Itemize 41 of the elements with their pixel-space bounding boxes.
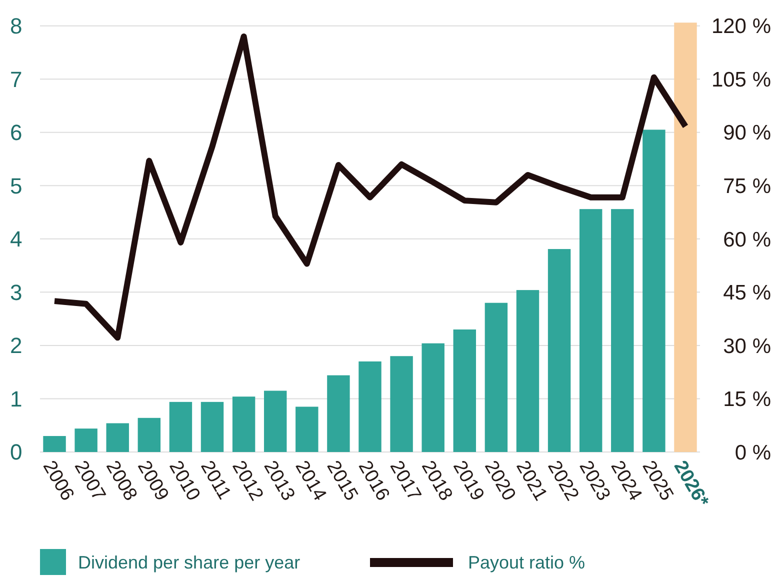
bar (138, 418, 161, 452)
bar (516, 290, 540, 452)
bar (74, 428, 98, 452)
bar (43, 436, 66, 452)
bar (327, 375, 350, 452)
legend-label: Payout ratio % (468, 552, 586, 572)
bar (611, 209, 634, 452)
y-tick-label: 3 (10, 280, 22, 305)
y-tick-label: 2 (10, 333, 22, 358)
y2-tick-label: 15 % (723, 388, 771, 412)
y2-tick-label: 60 % (723, 228, 771, 252)
y2-tick-label: 90 % (723, 122, 771, 145)
bar (296, 406, 318, 452)
y2-tick-label: 105 % (711, 68, 771, 92)
y-tick-label: 5 (10, 173, 22, 198)
bar (358, 361, 382, 452)
y-tick-label: 8 (10, 14, 22, 39)
bar (264, 390, 287, 452)
y2-tick-label: 120 % (711, 15, 771, 38)
y-tick-label: 7 (10, 66, 22, 92)
bar (579, 209, 602, 452)
bar (548, 249, 571, 452)
bar (484, 302, 508, 452)
bar (200, 402, 224, 452)
bar (674, 22, 697, 452)
bar (390, 356, 413, 452)
y2-tick-label: 75 % (723, 174, 771, 198)
bar (232, 396, 256, 452)
y-tick-label: 0 (10, 440, 22, 465)
bar (642, 130, 666, 452)
bar (422, 343, 444, 452)
bar (106, 423, 129, 452)
y2-tick-label: 45 % (723, 282, 771, 305)
y-tick-label: 6 (10, 120, 22, 146)
legend-label: Dividend per share per year (78, 552, 300, 572)
y2-tick-label: 30 % (723, 334, 771, 358)
y2-tick-label: 0 % (734, 441, 771, 464)
y-tick-label: 1 (10, 386, 22, 412)
bar (169, 402, 192, 452)
bar (453, 329, 476, 452)
y-tick-label: 4 (10, 226, 22, 252)
